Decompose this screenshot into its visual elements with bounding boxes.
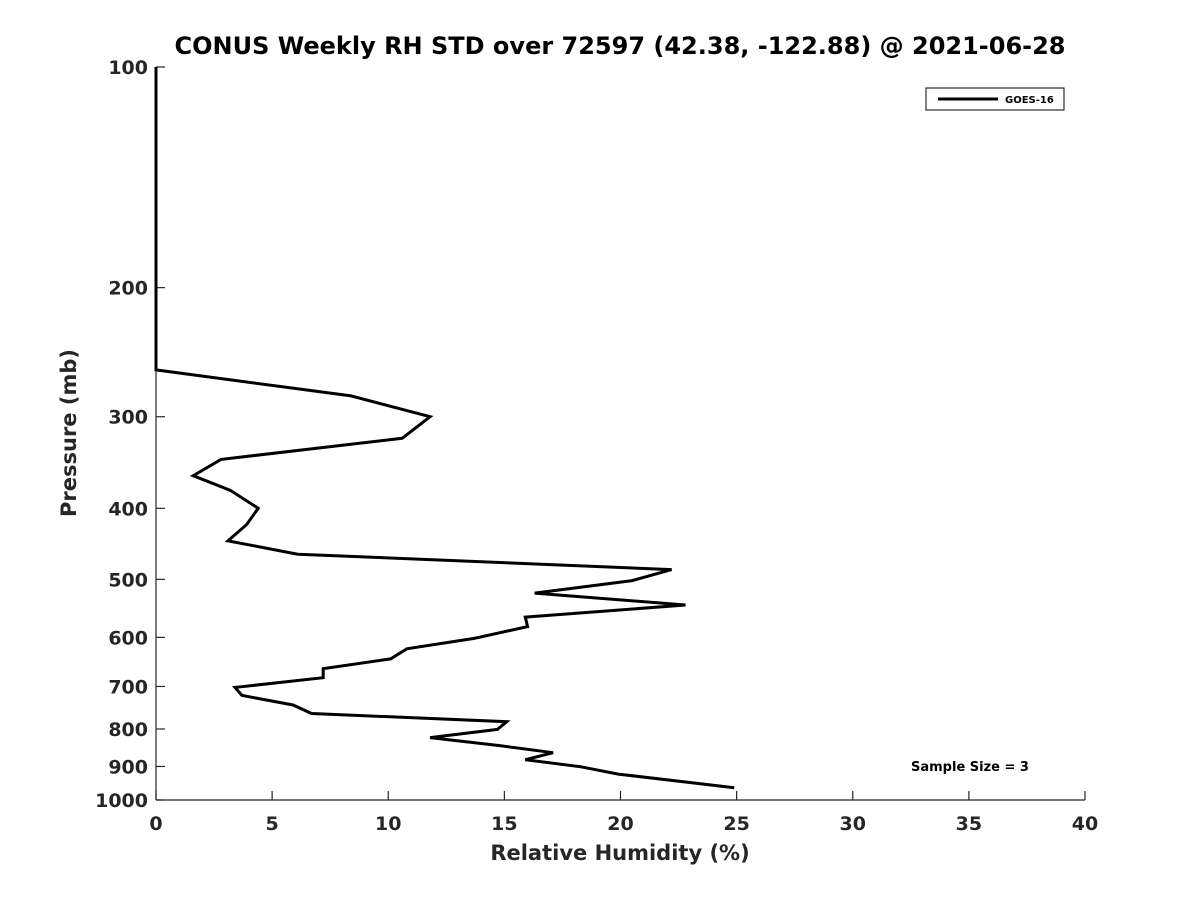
series-layer	[154, 67, 735, 790]
y-tick-label-5: 600	[108, 627, 148, 649]
x-tick-label-5: 25	[723, 813, 749, 835]
y-ticks: 100 200 300 400 500 600 700 800 900 1000	[95, 57, 165, 812]
y-tick-label-4: 500	[108, 569, 148, 591]
x-tick-label-7: 35	[956, 813, 982, 835]
y-tick-label-3: 400	[108, 498, 148, 520]
x-tick-label-3: 15	[491, 813, 517, 835]
x-tick-label-1: 5	[266, 813, 279, 835]
series-line-goes-16	[154, 67, 735, 790]
legend-label-goes-16: GOES-16	[1005, 95, 1054, 106]
y-tick-label-6: 700	[108, 676, 148, 698]
chart-title: CONUS Weekly RH STD over 72597 (42.38, -…	[174, 32, 1065, 60]
y-tick-label-7: 800	[108, 719, 148, 741]
y-axis-label: Pressure (mb)	[57, 349, 81, 517]
x-ticks: 0 5 10 15 20 25 30 35 40	[149, 791, 1098, 835]
y-tick-label-1: 200	[108, 278, 148, 300]
x-tick-label-8: 40	[1072, 813, 1098, 835]
legend: GOES-16	[925, 87, 1065, 111]
y-tick-label-8: 900	[108, 756, 148, 778]
sample-size-annotation: Sample Size = 3	[911, 760, 1029, 775]
y-tick-label-9: 1000	[95, 790, 148, 812]
x-tick-label-4: 20	[607, 813, 633, 835]
x-axis-label: Relative Humidity (%)	[490, 841, 749, 865]
x-tick-label-2: 10	[375, 813, 401, 835]
x-tick-label-0: 0	[149, 813, 162, 835]
y-tick-label-2: 300	[108, 407, 148, 429]
x-tick-label-6: 30	[840, 813, 866, 835]
y-tick-label-0: 100	[108, 57, 148, 79]
